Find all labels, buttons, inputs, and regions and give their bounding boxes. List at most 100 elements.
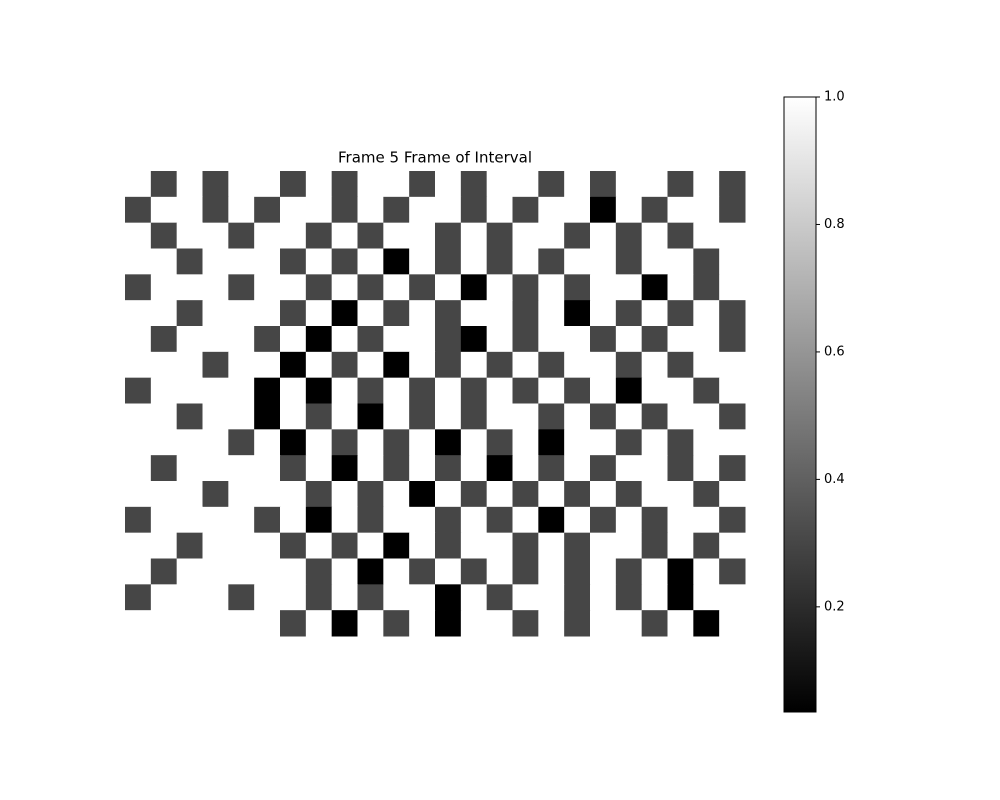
pixel [693, 377, 720, 404]
pixel [590, 248, 617, 275]
pixel [305, 377, 333, 404]
pixel [512, 403, 539, 430]
pixel [435, 506, 462, 534]
pixel [331, 171, 358, 198]
pixel [331, 584, 358, 611]
pixel [280, 351, 307, 379]
pixel [667, 481, 694, 508]
pixel [280, 429, 307, 456]
pixel [176, 610, 203, 637]
pixel [254, 481, 281, 508]
pixel [331, 222, 358, 249]
pixel [125, 481, 152, 508]
pixel [693, 248, 720, 275]
pixel [564, 248, 591, 275]
pixel [590, 222, 617, 249]
pixel [176, 532, 203, 559]
pixel [409, 429, 436, 456]
pixel [150, 248, 178, 275]
pixel [357, 403, 384, 430]
pixel [331, 481, 358, 508]
pixel [512, 532, 539, 559]
pixel [331, 610, 358, 637]
pixel [254, 558, 281, 585]
pixel [305, 429, 333, 456]
pixel [228, 274, 255, 301]
pixel [460, 326, 488, 353]
pixel [538, 326, 565, 353]
pixel [460, 532, 488, 559]
pixel [176, 300, 203, 327]
pixel [590, 351, 617, 379]
pixel [176, 377, 203, 404]
pixel [693, 300, 720, 327]
pixel [254, 300, 281, 327]
pixel [435, 351, 462, 379]
pixel [641, 222, 668, 249]
pixel [409, 506, 436, 534]
pixel [693, 610, 720, 637]
pixel [228, 171, 255, 198]
pixel [305, 196, 333, 224]
pixel [228, 455, 255, 482]
pixel [667, 300, 694, 327]
pixel [486, 481, 513, 508]
pixel [383, 222, 410, 249]
pixel [538, 455, 565, 482]
pixel [125, 171, 152, 198]
pixel [512, 351, 539, 379]
pixel [125, 377, 152, 404]
pixel [719, 377, 746, 404]
pixel [460, 377, 488, 404]
pixel [435, 171, 462, 198]
pixel [564, 274, 591, 301]
pixel [357, 532, 384, 559]
pixel [538, 274, 565, 301]
pixel [357, 481, 384, 508]
pixel [538, 377, 565, 404]
pixel [460, 610, 488, 637]
pixel [228, 429, 255, 456]
pixel [383, 351, 410, 379]
pixel [280, 610, 307, 637]
colorbar-tick-label: 0.6 [824, 344, 845, 359]
pixel [305, 481, 333, 508]
pixel [615, 558, 643, 585]
pixel [254, 429, 281, 456]
pixel [719, 351, 746, 379]
pixel [202, 196, 229, 224]
pixel [512, 300, 539, 327]
pixel [254, 248, 281, 275]
pixel [641, 274, 668, 301]
pixel [538, 351, 565, 379]
pixel [564, 584, 591, 611]
pixel [512, 171, 539, 198]
pixel [125, 532, 152, 559]
pixel [590, 610, 617, 637]
pixel [460, 300, 488, 327]
image [125, 171, 746, 637]
pixel [383, 196, 410, 224]
pixel [460, 274, 488, 301]
pixel [615, 222, 643, 249]
pixel [641, 248, 668, 275]
pixel [202, 274, 229, 301]
pixel [409, 326, 436, 353]
pixel [719, 196, 746, 224]
pixel [125, 610, 152, 637]
pixel [564, 506, 591, 534]
pixel [590, 326, 617, 353]
pixel [409, 558, 436, 585]
pixel [254, 506, 281, 534]
pixel [305, 455, 333, 482]
pixel [719, 248, 746, 275]
pixel [357, 610, 384, 637]
pixel [254, 455, 281, 482]
pixel [280, 196, 307, 224]
pixel [202, 455, 229, 482]
pixel [254, 584, 281, 611]
pixel [512, 584, 539, 611]
pixel [719, 274, 746, 301]
pixel [435, 222, 462, 249]
pixel [409, 377, 436, 404]
